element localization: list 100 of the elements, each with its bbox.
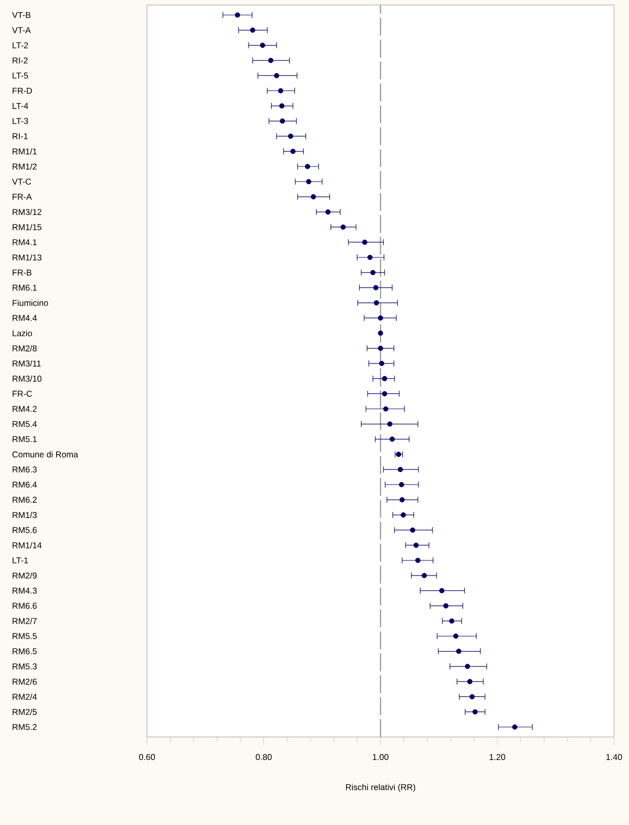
y-tick-label: VT-A: [12, 27, 31, 34]
point: [268, 58, 274, 64]
point: [467, 678, 472, 684]
point: [456, 648, 462, 654]
y-tick-label: RM6.2: [12, 496, 37, 503]
y-tick-label: RM1/13: [12, 254, 42, 260]
y-tick-label: LT-2: [12, 42, 28, 48]
point: [390, 436, 395, 442]
point: [512, 724, 518, 730]
point: [280, 118, 286, 124]
x-tick-label: 1.40: [606, 754, 622, 760]
point: [472, 709, 478, 714]
y-tick-label: RM4.1: [12, 239, 37, 246]
point: [306, 179, 312, 184]
y-tick-label: RM3/12: [12, 208, 42, 216]
y-tick-label: RM2/8: [12, 345, 37, 352]
y-tick-label: RM1/14: [12, 542, 42, 548]
x-tick-label: 1.00: [372, 754, 388, 760]
y-tick-label: RM6.5: [12, 648, 37, 654]
x-tick-label: 1.20: [490, 754, 506, 760]
point: [288, 134, 294, 139]
y-tick-label: RM4.3: [12, 588, 37, 594]
y-tick-label: RM2/6: [12, 678, 37, 685]
x-tick-label: 0.60: [139, 754, 155, 760]
y-tick-label: VT-B: [12, 12, 30, 18]
point: [367, 254, 373, 260]
point: [400, 497, 405, 502]
y-tick-label: VT-C: [12, 178, 32, 185]
y-tick-label: FR-A: [12, 194, 32, 200]
point: [382, 376, 388, 382]
point: [362, 240, 368, 245]
point: [274, 72, 280, 78]
point: [387, 421, 392, 427]
point: [304, 164, 310, 170]
y-tick-label: RI-2: [12, 57, 28, 64]
y-tick-label: FR-B: [12, 270, 32, 276]
point: [378, 330, 384, 336]
y-tick-label: RI-1: [12, 133, 28, 140]
y-tick-label: RM5.5: [12, 633, 37, 640]
y-tick-label: RM2/7: [12, 618, 37, 624]
point: [400, 512, 406, 518]
point: [378, 346, 384, 351]
y-tick-label: LT-3: [12, 118, 28, 124]
y-tick-label: RM1/1: [12, 148, 37, 154]
point: [310, 194, 316, 200]
point: [325, 209, 331, 215]
point: [439, 588, 444, 594]
point: [374, 300, 380, 306]
x-axis-title: Rischi relativi (RR): [346, 784, 416, 792]
y-tick-label: RM1/2: [12, 163, 37, 170]
y-tick-label: RM6.3: [12, 466, 37, 472]
y-tick-label: RM2/5: [12, 708, 37, 715]
point: [470, 694, 475, 700]
point: [278, 88, 284, 94]
y-tick-label: RM5.4: [12, 421, 37, 427]
y-tick-label: Lazio: [12, 330, 32, 336]
point: [260, 42, 266, 48]
y-tick-label: RM4.2: [12, 406, 37, 412]
y-tick-label: RM4.4: [12, 315, 37, 321]
point: [464, 664, 470, 670]
point: [234, 12, 240, 18]
point: [410, 527, 416, 533]
y-tick-label: LT-1: [12, 557, 28, 564]
x-tick-label: 0.80: [256, 754, 272, 760]
point: [398, 466, 403, 472]
point: [414, 542, 419, 548]
point: [453, 634, 458, 639]
y-tick-label: FR-D: [12, 88, 32, 94]
y-tick-label: RM5.3: [12, 663, 37, 670]
y-tick-label: RM6.6: [12, 602, 37, 609]
y-tick-label: RM1/15: [12, 224, 42, 230]
y-tick-label: Fiumicino: [12, 300, 48, 306]
point: [379, 360, 384, 366]
point: [449, 618, 454, 624]
y-tick-label: RM3/10: [12, 375, 42, 382]
y-tick-label: FR-C: [12, 390, 32, 397]
point: [378, 315, 384, 321]
y-tick-label: RM5.6: [12, 527, 37, 534]
y-tick-label: RM3/11: [12, 360, 41, 367]
point: [383, 406, 388, 412]
point: [422, 572, 427, 578]
y-tick-label: RM5.2: [12, 724, 37, 730]
y-tick-label: RM6.4: [12, 482, 37, 488]
point: [370, 270, 376, 276]
point: [398, 482, 404, 488]
y-tick-label: LT-5: [12, 72, 28, 79]
point: [373, 285, 378, 290]
point: [443, 603, 448, 608]
y-tick-label: RM2/4: [12, 694, 37, 700]
y-tick-label: RM5.1: [12, 436, 37, 442]
point: [250, 28, 256, 33]
point: [279, 103, 284, 108]
y-tick-label: RM2/9: [12, 572, 37, 579]
point: [382, 391, 388, 396]
point: [290, 148, 296, 154]
point: [415, 558, 420, 563]
point: [340, 224, 346, 230]
y-tick-label: RM6.1: [12, 284, 37, 291]
y-tick-label: RM1/3: [12, 512, 37, 518]
y-tick-label: LT-4: [12, 102, 28, 109]
